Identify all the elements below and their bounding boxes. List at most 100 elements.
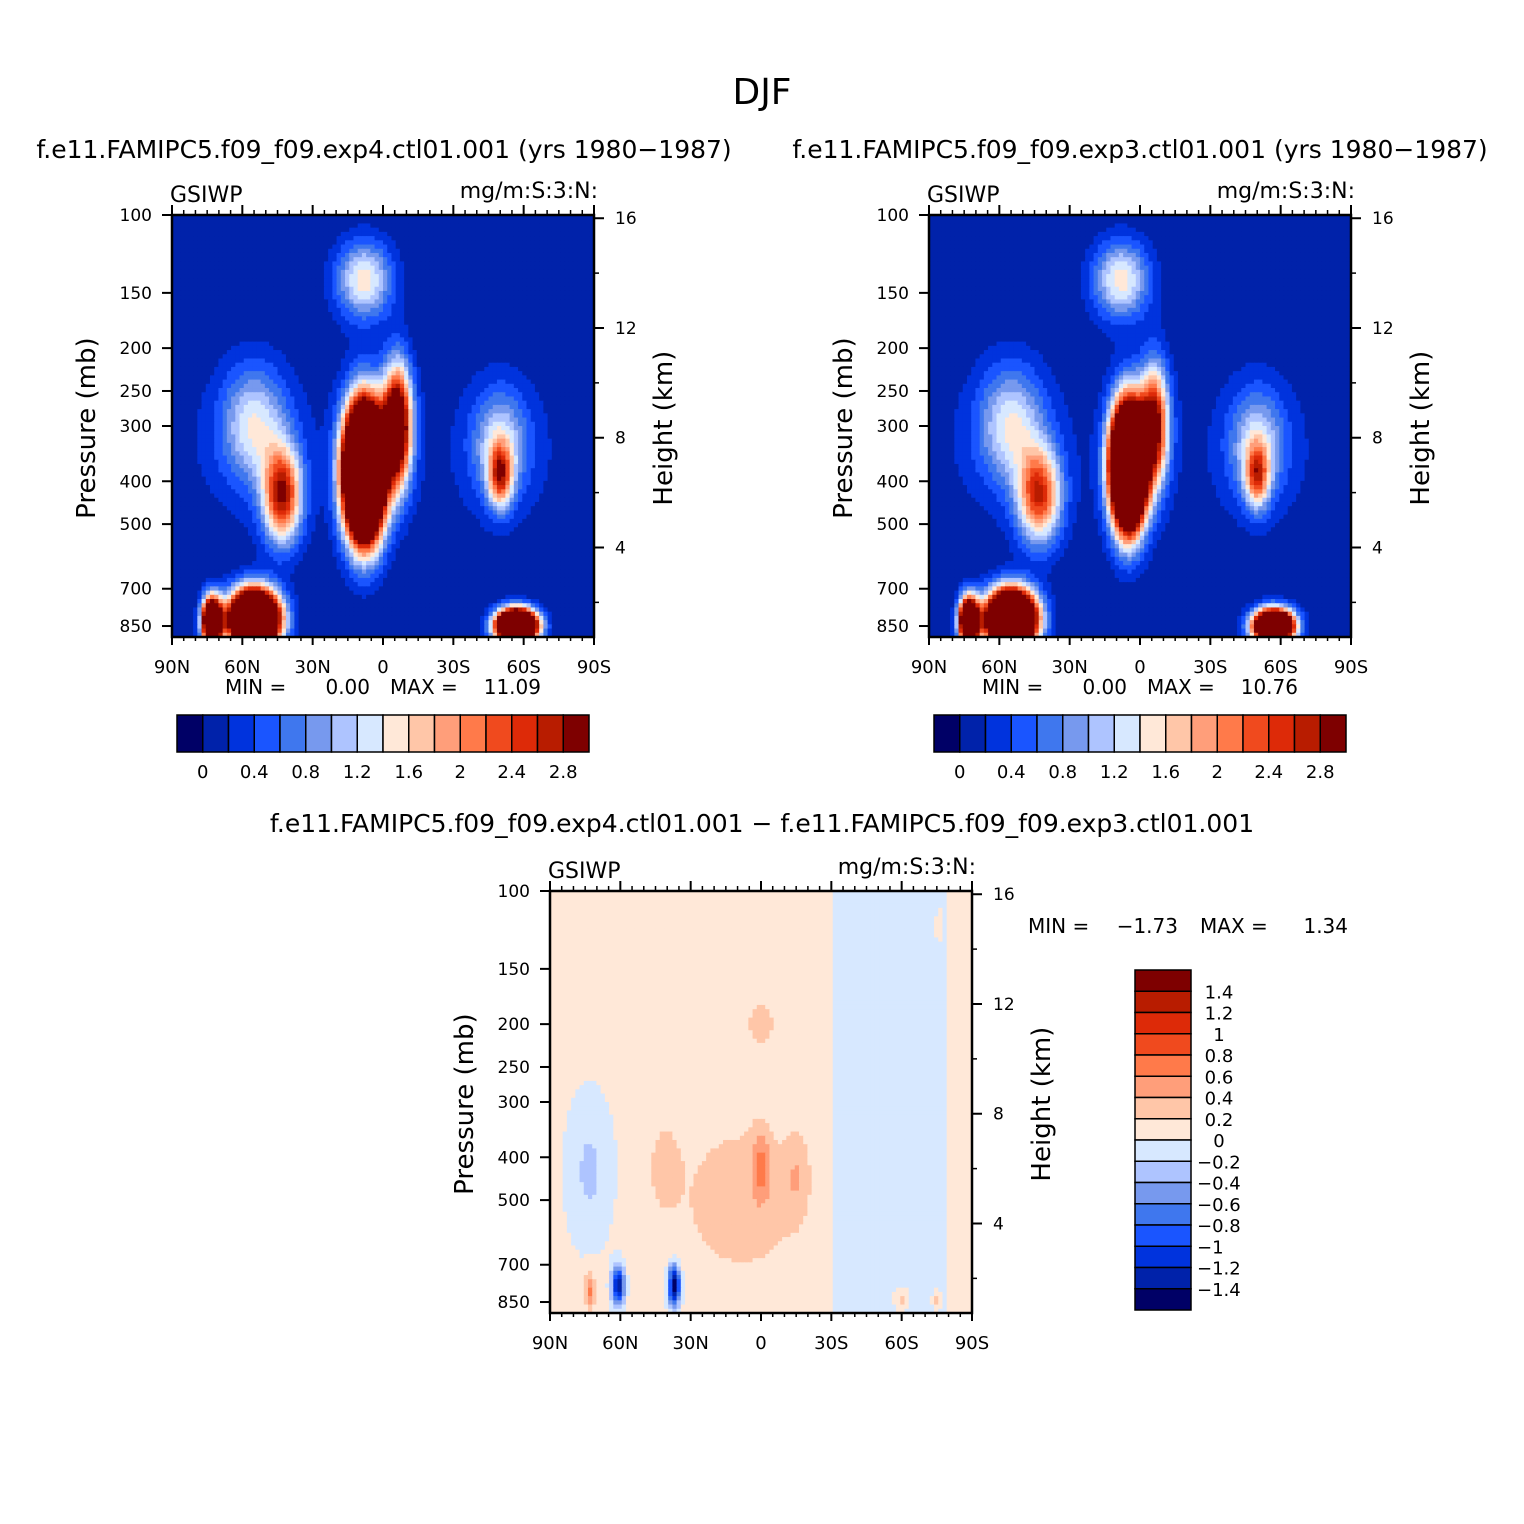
heatmap-cell xyxy=(488,252,494,258)
heatmap-cell xyxy=(256,316,262,322)
heatmap-cell xyxy=(488,362,494,368)
heatmap-cell xyxy=(374,223,380,229)
heatmap-cell xyxy=(585,345,591,351)
heatmap-cell xyxy=(332,316,338,322)
heatmap-cell xyxy=(264,248,270,254)
heatmap-cell xyxy=(294,215,300,220)
heatmap-cell xyxy=(201,392,207,398)
heatmap-cell xyxy=(488,303,494,309)
heatmap-cell xyxy=(543,320,549,326)
heatmap-cell xyxy=(193,320,198,326)
heatmap-cell xyxy=(522,282,528,288)
heatmap-cell xyxy=(273,404,279,410)
heatmap-cell xyxy=(484,421,490,427)
heatmap-cell xyxy=(378,240,384,246)
heatmap-cell xyxy=(180,265,186,271)
heatmap-cell xyxy=(180,383,186,389)
heatmap-cell xyxy=(336,316,342,322)
heatmap-cell xyxy=(235,324,241,330)
heatmap-cell xyxy=(205,231,211,237)
heatmap-cell xyxy=(564,417,570,423)
heatmap-cell xyxy=(581,278,587,284)
heatmap-cell xyxy=(488,345,494,351)
heatmap-cell xyxy=(475,396,481,402)
heatmap-cell xyxy=(391,375,397,381)
heatmap-cell xyxy=(319,248,325,254)
heatmap-cell xyxy=(437,261,443,267)
heatmap-cell xyxy=(243,215,249,220)
heatmap-cell xyxy=(264,371,270,376)
heatmap-cell xyxy=(589,413,595,419)
heatmap-cell xyxy=(298,236,304,241)
heatmap-cell xyxy=(471,413,477,419)
heatmap-cell xyxy=(378,337,384,343)
heatmap-cell xyxy=(572,320,578,326)
heatmap-cell xyxy=(496,341,502,347)
heatmap-cell xyxy=(572,299,578,305)
heatmap-cell xyxy=(256,303,262,309)
heatmap-cell xyxy=(252,219,257,225)
heatmap-cell xyxy=(585,324,591,330)
heatmap-cell xyxy=(387,417,393,423)
heatmap-cell xyxy=(366,231,371,237)
heatmap-cell xyxy=(412,337,418,343)
heatmap-cell xyxy=(201,265,207,271)
heatmap-cell xyxy=(209,421,215,427)
heatmap-cell xyxy=(176,324,182,330)
heatmap-cell xyxy=(285,375,291,381)
heatmap-cell xyxy=(176,333,182,338)
heatmap-cell xyxy=(252,324,257,330)
heatmap-cell xyxy=(395,341,401,347)
heatmap-cell xyxy=(311,354,317,360)
heatmap-cell xyxy=(311,375,317,381)
heatmap-cell xyxy=(361,312,367,317)
heatmap-cell xyxy=(534,265,540,271)
heatmap-cell xyxy=(551,312,557,317)
heatmap-cell xyxy=(501,333,506,338)
heatmap-cell xyxy=(446,261,452,267)
heatmap-cell xyxy=(222,337,228,343)
heatmap-cell xyxy=(361,333,367,338)
heatmap-cell xyxy=(471,388,477,393)
heatmap-cell xyxy=(370,244,376,250)
heatmap-cell xyxy=(387,261,393,267)
heatmap-cell xyxy=(378,257,384,263)
heatmap-cell xyxy=(429,307,435,313)
heatmap-cell xyxy=(235,350,241,355)
heatmap-cell xyxy=(429,312,435,317)
heatmap-cell xyxy=(539,421,544,427)
heatmap-cell xyxy=(501,274,506,279)
heatmap-cell xyxy=(366,396,371,402)
heatmap-cell xyxy=(294,274,300,279)
heatmap-cell xyxy=(323,269,329,275)
heatmap-cell xyxy=(193,316,198,322)
heatmap-cell xyxy=(311,337,317,343)
heatmap-cell xyxy=(484,286,490,292)
heatmap-cell xyxy=(184,388,190,393)
heatmap-cell xyxy=(285,265,291,271)
heatmap-cell xyxy=(446,227,452,233)
heatmap-cell xyxy=(298,223,304,229)
heatmap-cell xyxy=(480,366,485,372)
heatmap-cell xyxy=(307,240,312,246)
heatmap-cell xyxy=(311,248,317,254)
heatmap-cell xyxy=(391,341,397,347)
heatmap-cell xyxy=(269,333,274,338)
heatmap-cell xyxy=(218,421,224,427)
heatmap-cell xyxy=(366,303,371,309)
heatmap-cell xyxy=(184,413,190,419)
heatmap-cell xyxy=(534,290,540,296)
heatmap-cell xyxy=(378,413,384,419)
heatmap-cell xyxy=(294,223,300,229)
heatmap-cell xyxy=(218,320,224,326)
heatmap-cell xyxy=(319,379,325,385)
heatmap-cell xyxy=(366,371,371,376)
heatmap-cell xyxy=(197,366,203,372)
heatmap-cell xyxy=(442,240,447,246)
heatmap-cell xyxy=(395,215,401,220)
heatmap-cell xyxy=(319,345,325,351)
heatmap-cell xyxy=(416,244,422,250)
heatmap-cell xyxy=(336,236,342,241)
heatmap-cell xyxy=(188,413,194,419)
heatmap-cell xyxy=(420,396,426,402)
